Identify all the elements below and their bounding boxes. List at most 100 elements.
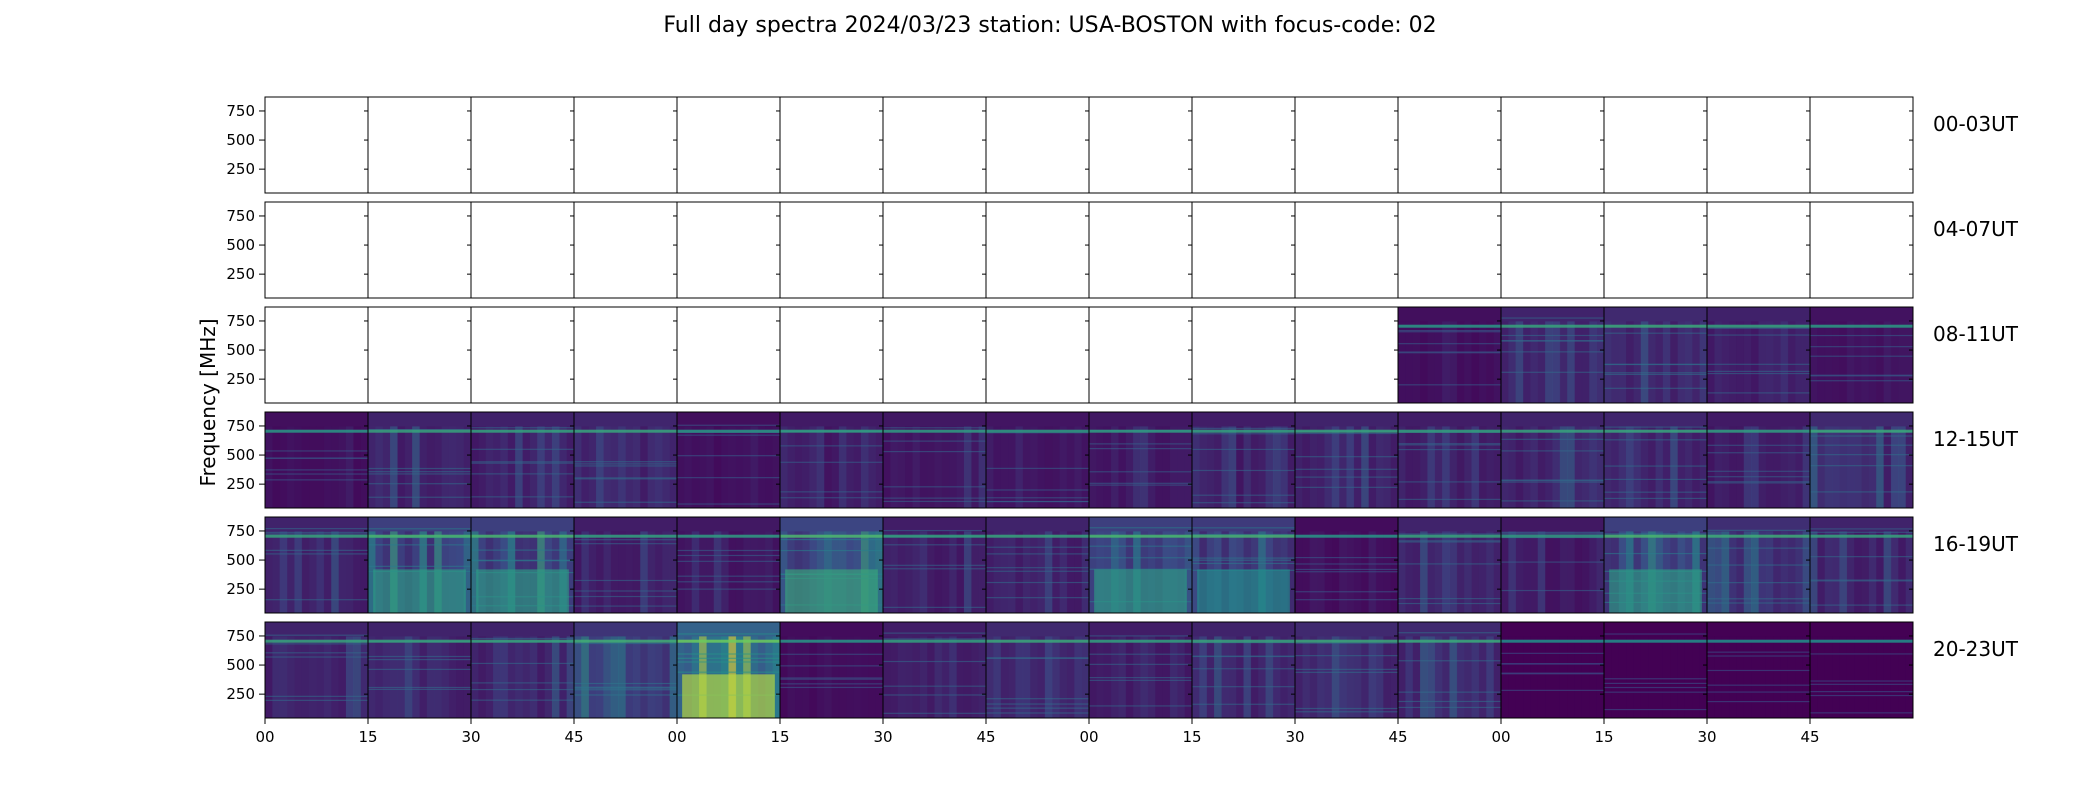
spectra-line bbox=[1810, 604, 1913, 606]
spectra-stripe bbox=[684, 531, 693, 613]
spectra-stripe bbox=[963, 636, 972, 718]
spectra-stripe bbox=[1471, 531, 1480, 613]
spectra-stripe bbox=[1846, 531, 1855, 613]
y-tick-label: 750 bbox=[226, 102, 255, 120]
spectra-line bbox=[1398, 343, 1501, 345]
spectra-stripe bbox=[1530, 426, 1539, 508]
y-tick-label: 750 bbox=[226, 312, 255, 330]
spectra-line bbox=[1707, 655, 1810, 657]
spectra-line bbox=[1707, 470, 1810, 472]
spectra-burst bbox=[476, 569, 569, 613]
spectra-stripe bbox=[1442, 531, 1450, 613]
spectra-stripe bbox=[1854, 321, 1862, 403]
spectra-stripe bbox=[1375, 636, 1384, 718]
spectra-band bbox=[574, 429, 677, 433]
spectra-panel bbox=[1088, 516, 1193, 614]
spectra-stripe bbox=[1243, 636, 1252, 718]
spectra-line bbox=[1192, 686, 1295, 688]
spectra-stripe bbox=[500, 426, 509, 508]
spectra-stripe bbox=[1353, 636, 1362, 718]
x-tick-label: 00 bbox=[255, 728, 274, 746]
spectra-stripe bbox=[1081, 636, 1090, 718]
spectra-stripe bbox=[1707, 426, 1715, 508]
spectra-stripe bbox=[1008, 426, 1016, 508]
spectra-panel-empty bbox=[1089, 202, 1192, 298]
row-label: 08-11UT bbox=[1933, 322, 2019, 346]
spectra-panel bbox=[882, 306, 987, 404]
spectra-stripe bbox=[309, 531, 317, 613]
spectra-panel-frame bbox=[1809, 621, 1914, 719]
spectra-panel-empty bbox=[1501, 97, 1604, 193]
spectra-panel bbox=[1397, 96, 1502, 194]
spectra-line bbox=[574, 579, 677, 582]
spectra-stripe bbox=[912, 531, 921, 613]
spectra-stripe bbox=[1758, 321, 1767, 403]
spectra-stripe bbox=[1758, 531, 1767, 613]
spectra-stripe bbox=[934, 636, 943, 718]
spectra-stripe bbox=[1008, 531, 1016, 613]
spectra-stripe bbox=[1420, 426, 1428, 508]
spectra-line bbox=[471, 699, 574, 701]
spectra-line bbox=[368, 688, 471, 690]
spectra-panel bbox=[1706, 306, 1811, 404]
spectra-stripe bbox=[559, 636, 567, 718]
spectra-panel bbox=[676, 96, 781, 194]
spectra-stripe bbox=[1802, 321, 1811, 403]
spectra-stripe bbox=[390, 636, 398, 718]
spectra-panel bbox=[882, 516, 987, 614]
spectra-stripe bbox=[1471, 321, 1480, 403]
spectra-stripe bbox=[1604, 426, 1612, 508]
spectra-line bbox=[1501, 561, 1604, 563]
spectra-stripe bbox=[640, 636, 648, 718]
spectra-line bbox=[883, 500, 986, 503]
spectra-stripe bbox=[515, 426, 523, 508]
spectra-stripe bbox=[1169, 426, 1178, 508]
spectra-line bbox=[1295, 711, 1398, 713]
spectra-panel bbox=[882, 201, 987, 299]
spectra-stripe bbox=[574, 426, 582, 508]
spectra-line bbox=[780, 665, 883, 667]
spectra-line bbox=[986, 712, 1089, 714]
spectra-stripe bbox=[1000, 636, 1009, 718]
spectra-line bbox=[1089, 448, 1192, 450]
spectra-line bbox=[368, 686, 471, 689]
spectra-stripe bbox=[654, 531, 663, 613]
spectra-line bbox=[368, 528, 471, 530]
spectra-stripe bbox=[603, 531, 612, 613]
spectra-stripe bbox=[1147, 426, 1156, 508]
spectra-stripe bbox=[1773, 321, 1781, 403]
spectra-burst bbox=[682, 674, 775, 718]
spectra-stripe bbox=[1589, 321, 1597, 403]
spectra-stripe bbox=[1670, 321, 1678, 403]
spectra-stripe bbox=[294, 531, 303, 613]
spectra-line bbox=[883, 712, 986, 714]
spectra-stripe bbox=[919, 636, 928, 718]
spectra-stripe bbox=[1604, 531, 1612, 613]
spectra-stripe bbox=[890, 531, 899, 613]
spectra-line bbox=[986, 567, 1089, 569]
spectra-stripe bbox=[1876, 531, 1884, 613]
spectra-line bbox=[1810, 380, 1913, 382]
spectra-stripe bbox=[625, 426, 634, 508]
spectra-stripe bbox=[1780, 636, 1789, 718]
spectra-panel bbox=[1294, 516, 1399, 614]
page-title: Full day spectra 2024/03/23 station: USA… bbox=[663, 13, 1437, 38]
spectra-stripe bbox=[1854, 531, 1862, 613]
spectra-line bbox=[986, 597, 1089, 599]
spectra-panel bbox=[1397, 411, 1502, 509]
spectra-panel bbox=[676, 621, 781, 719]
spectra-panel-empty bbox=[1604, 202, 1707, 298]
spectra-line bbox=[1810, 680, 1913, 682]
spectra-band bbox=[1604, 324, 1707, 328]
spectra-stripe bbox=[713, 426, 722, 508]
spectra-panel-frame bbox=[1809, 306, 1914, 404]
spectra-stripe bbox=[485, 426, 494, 508]
spectra-line bbox=[368, 429, 471, 431]
spectra-stripe bbox=[905, 426, 913, 508]
spectra-stripe bbox=[853, 636, 862, 718]
spectra-stripe bbox=[912, 426, 921, 508]
spectra-panel bbox=[1603, 516, 1708, 614]
spectra-stripe bbox=[471, 636, 479, 718]
spectra-stripe bbox=[1729, 531, 1737, 613]
spectra-stripe bbox=[412, 636, 420, 718]
